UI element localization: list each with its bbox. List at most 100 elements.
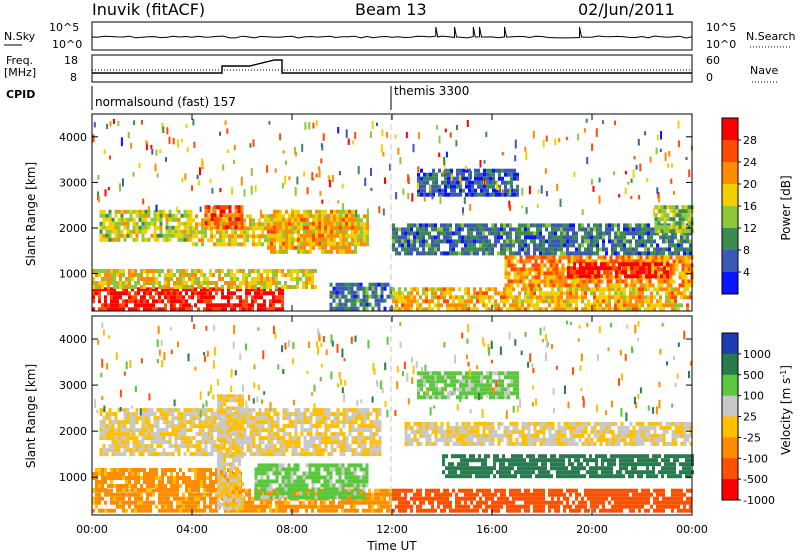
velocity-cell-15 xyxy=(101,496,104,501)
velocity-cell-1140 xyxy=(225,452,229,457)
power-scatter-69 xyxy=(133,120,136,125)
power-cell-2927 xyxy=(621,267,625,272)
power-cell-2475 xyxy=(596,243,599,248)
power-cell-362 xyxy=(146,269,149,273)
velocity-cell-894 xyxy=(150,412,154,417)
velocity-cell-111 xyxy=(164,500,167,505)
power-cell-1463 xyxy=(338,286,342,291)
power-cell-1665 xyxy=(464,287,467,292)
power-cell-3311 xyxy=(486,172,489,177)
power-cell-1975 xyxy=(656,287,659,292)
velocity-cell-900 xyxy=(150,444,154,449)
power-cell-1248 xyxy=(285,245,288,250)
power-cell-2486 xyxy=(602,243,605,248)
power-cell-2883 xyxy=(600,259,604,264)
power-scatter-247 xyxy=(304,122,307,130)
power-cell-2298 xyxy=(518,227,521,232)
velocity-cell-573 xyxy=(146,488,149,492)
power-cell-1913 xyxy=(620,287,623,292)
power-cell-2593 xyxy=(653,247,656,252)
power-cell-626 xyxy=(123,217,127,222)
power-cell-3162 xyxy=(645,270,648,275)
power-cell-249 xyxy=(257,303,260,308)
power-cell-1484 xyxy=(347,298,351,303)
power-cell-2011 xyxy=(677,303,680,308)
velocity-cell-51 xyxy=(125,508,128,513)
power-cell-575 xyxy=(99,225,103,230)
power-cell-2056 xyxy=(407,223,410,228)
velocity-cell-165 xyxy=(194,508,197,513)
velocity-cell-296 xyxy=(275,508,278,513)
power-scatter-13 xyxy=(308,122,311,130)
power-cell-721 xyxy=(168,237,172,242)
power-cell-2525 xyxy=(623,231,626,236)
power-cell-1541 xyxy=(380,282,384,287)
power-cell-295 xyxy=(95,285,98,289)
power-cell-131 xyxy=(176,291,179,296)
power-cell-717 xyxy=(168,217,172,222)
power-cell-526 xyxy=(275,285,278,289)
velocity-cell-696 xyxy=(224,476,227,480)
power-cell-190 xyxy=(215,291,218,296)
power-cell-1392 xyxy=(339,209,342,214)
power-cell-3028 xyxy=(666,279,670,284)
power-cell-2037 xyxy=(395,251,398,256)
power-cell-361 xyxy=(143,285,146,289)
power-cell-712 xyxy=(165,229,169,234)
power-cell-1367 xyxy=(327,249,330,254)
power-cell-2345 xyxy=(539,231,542,236)
power-cell-3152 xyxy=(636,266,639,271)
power-cell-2016 xyxy=(683,287,686,292)
power-cell-3107 xyxy=(591,262,594,267)
velocity-cell-241 xyxy=(242,508,245,513)
power-cell-1670 xyxy=(467,287,470,292)
velocity-cell-841 xyxy=(132,444,136,449)
power-cell-1459 xyxy=(335,294,339,299)
power-cell-1580 xyxy=(404,307,407,312)
power-scatter-66 xyxy=(233,159,236,165)
power-cell-2885 xyxy=(600,279,604,284)
power-cell-2418 xyxy=(569,243,572,248)
velocity-cell-1011 xyxy=(186,428,190,433)
power-scatter-93 xyxy=(483,178,486,185)
power-cell-129 xyxy=(173,307,176,312)
power-cell-1109 xyxy=(357,230,360,235)
power-cell-238 xyxy=(251,295,254,300)
power-scatter-190 xyxy=(281,183,284,189)
power-cell-2421 xyxy=(572,227,575,232)
velocity-cell-816 xyxy=(126,416,130,421)
power-cell-1709 xyxy=(494,291,497,296)
velocity-cell-495 xyxy=(98,488,101,492)
power-cell-403 xyxy=(179,273,182,277)
power-scatter-94 xyxy=(184,173,187,181)
power-cell-3339 xyxy=(498,192,501,197)
power-cell-2435 xyxy=(578,247,581,252)
power-cell-563 xyxy=(308,277,311,281)
power-cell-484 xyxy=(245,285,248,289)
power-cell-371 xyxy=(152,277,155,281)
power-cell-266 xyxy=(269,303,272,308)
velocity-cell-73 xyxy=(140,492,143,497)
power-cell-1345 xyxy=(321,209,324,214)
power-cell-2742 xyxy=(537,267,541,272)
power-cell-2944 xyxy=(630,255,634,260)
power-scatter-203 xyxy=(456,125,458,131)
power-cell-116 xyxy=(167,295,170,300)
power-scatter-28 xyxy=(417,166,420,172)
power-cell-1393 xyxy=(339,213,342,218)
power-cell-1058 xyxy=(336,214,339,219)
power-cell-1519 xyxy=(365,302,369,307)
power-cell-457 xyxy=(224,281,227,285)
power-cell-2454 xyxy=(587,243,590,248)
power-cell-1401 xyxy=(339,249,342,254)
power-cell-3032 xyxy=(669,267,673,272)
velocity-cell-1010 xyxy=(186,420,190,425)
power-cell-41 xyxy=(119,291,122,296)
power-cell-3197 xyxy=(423,188,426,193)
power-cell-709 xyxy=(165,217,169,222)
velocity-cell-691 xyxy=(221,472,224,476)
power-cell-2793 xyxy=(558,275,562,280)
power-cell-1495 xyxy=(353,294,357,299)
power-cell-353 xyxy=(137,281,140,285)
power-cell-1383 xyxy=(333,245,336,250)
